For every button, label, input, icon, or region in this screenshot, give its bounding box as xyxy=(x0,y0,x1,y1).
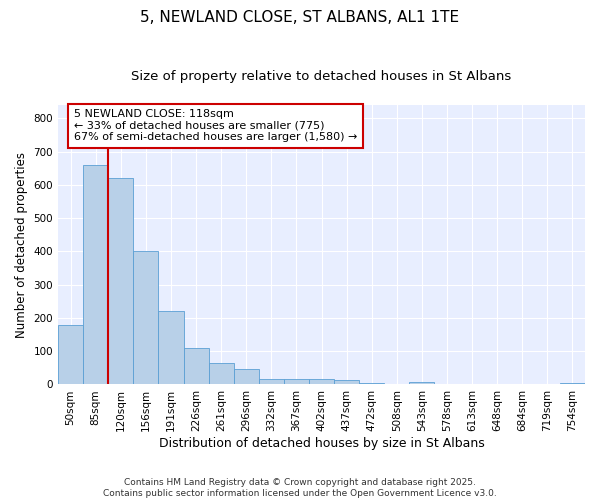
Bar xyxy=(83,165,108,384)
Text: Contains HM Land Registry data © Crown copyright and database right 2025.
Contai: Contains HM Land Registry data © Crown c… xyxy=(103,478,497,498)
Bar xyxy=(233,369,259,384)
Bar xyxy=(560,383,585,384)
Bar xyxy=(309,380,334,384)
Bar xyxy=(133,252,158,384)
Bar xyxy=(184,348,209,385)
Bar xyxy=(359,383,384,384)
Y-axis label: Number of detached properties: Number of detached properties xyxy=(15,152,28,338)
Text: 5 NEWLAND CLOSE: 118sqm
← 33% of detached houses are smaller (775)
67% of semi-d: 5 NEWLAND CLOSE: 118sqm ← 33% of detache… xyxy=(74,109,357,142)
Bar xyxy=(58,324,83,384)
Bar xyxy=(108,178,133,384)
Title: Size of property relative to detached houses in St Albans: Size of property relative to detached ho… xyxy=(131,70,512,83)
X-axis label: Distribution of detached houses by size in St Albans: Distribution of detached houses by size … xyxy=(158,437,484,450)
Bar xyxy=(158,312,184,384)
Bar xyxy=(284,380,309,384)
Bar xyxy=(259,380,284,384)
Bar xyxy=(209,363,233,384)
Bar xyxy=(409,382,434,384)
Bar xyxy=(334,380,359,384)
Text: 5, NEWLAND CLOSE, ST ALBANS, AL1 1TE: 5, NEWLAND CLOSE, ST ALBANS, AL1 1TE xyxy=(140,10,460,25)
